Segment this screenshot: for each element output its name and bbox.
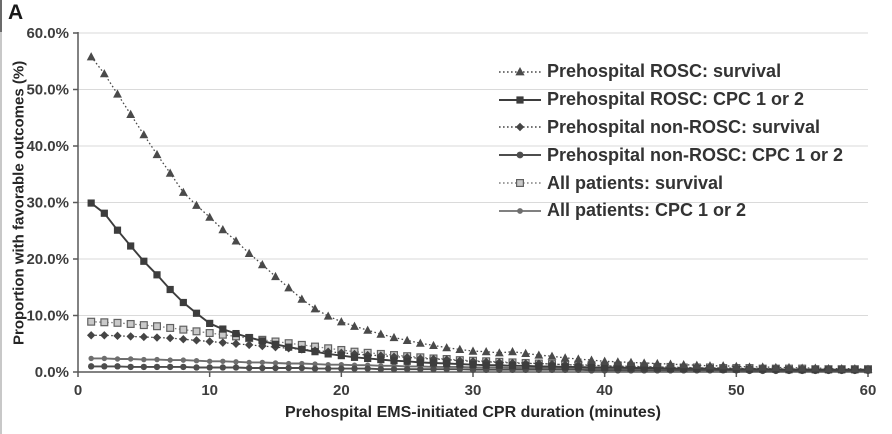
legend-label: Prehospital non-ROSC: survival: [547, 116, 821, 137]
y-tick-label: 20.0%: [26, 251, 69, 268]
x-tick-label: 10: [201, 382, 218, 399]
legend-label: Prehospital non-ROSC: CPC 1 or 2: [547, 144, 844, 165]
legend: Prehospital ROSC: survival Prehospital R…: [498, 58, 843, 225]
dotted-diamond-marker-icon: [499, 123, 541, 132]
legend-item-all-survival: All patients: survival: [498, 169, 843, 197]
x-tick-labels: 0 10 20 30 40 50 60: [74, 382, 877, 399]
x-tick-label: 50: [728, 382, 745, 399]
series-prehospital-rosc-survival: [86, 52, 873, 373]
legend-label: Prehospital ROSC: survival: [547, 61, 782, 82]
y-axis-title: Proportion with favorable outcomes (%): [10, 60, 28, 345]
legend-item-all-cpc: All patients: CPC 1 or 2: [498, 197, 843, 225]
legend-item-rosc-survival: Prehospital ROSC: survival: [498, 58, 843, 86]
dotted-triangle-marker-icon: [499, 66, 541, 76]
x-tick-label: 0: [74, 382, 82, 399]
x-tick-label: 20: [333, 382, 350, 399]
x-tick-label: 30: [465, 382, 482, 399]
y-tick-label: 0.0%: [35, 364, 69, 381]
figure-left-edge: [0, 0, 2, 434]
legend-item-nonrosc-cpc: Prehospital non-ROSC: CPC 1 or 2: [498, 141, 843, 169]
x-tick-label: 60: [860, 382, 877, 399]
x-axis-title: Prehospital EMS-initiated CPR duration (…: [284, 404, 662, 421]
y-tick-label: 10.0%: [26, 308, 69, 325]
legend-item-rosc-cpc: Prehospital ROSC: CPC 1 or 2: [498, 86, 843, 114]
series-prehospital-rosc-cpc-1-or-2: [87, 199, 872, 374]
gridlines: [78, 32, 868, 316]
legend-label: All patients: survival: [547, 172, 724, 193]
legend-label: All patients: CPC 1 or 2: [547, 200, 747, 221]
figure-left-edge-top: [0, 0, 2, 32]
legend-item-nonrosc-survival: Prehospital non-ROSC: survival: [498, 114, 843, 142]
y-tick-label: 40.0%: [26, 138, 69, 155]
legend-label: Prehospital ROSC: CPC 1 or 2: [547, 89, 805, 110]
y-tick-labels: 0.0% 10.0% 20.0% 30.0% 40.0% 50.0% 60.0%: [26, 25, 69, 381]
solid-circle-marker-icon: [499, 151, 541, 159]
x-tick-label: 40: [596, 382, 613, 399]
y-tick-label: 50.0%: [26, 82, 69, 99]
y-tick-label: 60.0%: [26, 25, 69, 42]
y-tick-label: 30.0%: [26, 195, 69, 212]
panel-label: A: [8, 1, 24, 24]
dotted-open-square-marker-icon: [499, 179, 541, 188]
solid-small-circle-marker-icon: [499, 207, 541, 214]
solid-square-marker-icon: [499, 96, 541, 104]
